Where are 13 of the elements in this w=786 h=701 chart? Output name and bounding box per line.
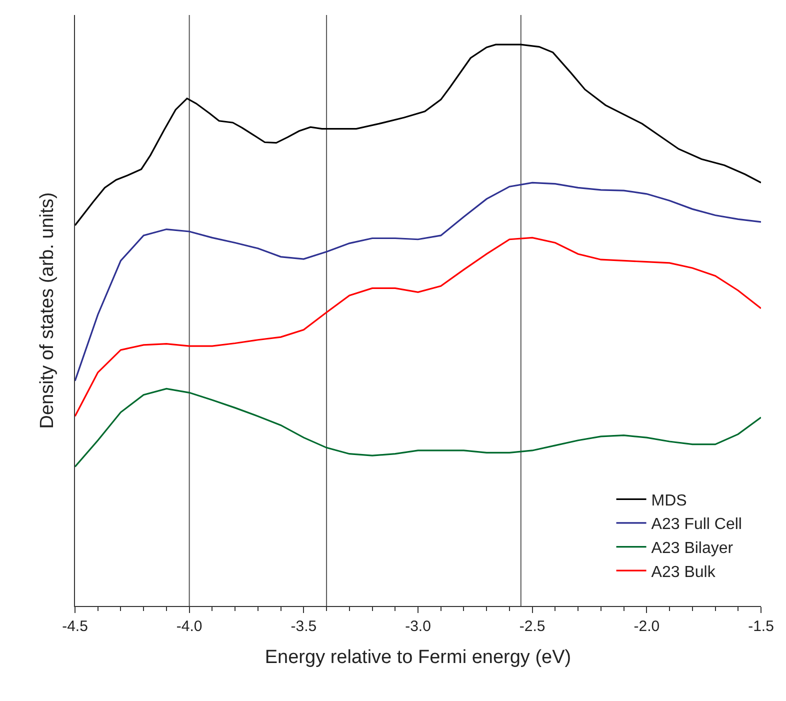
legend-label: A23 Bilayer — [651, 540, 734, 558]
legend-label: A23 Bulk — [651, 564, 716, 581]
x-tick-label: -3.5 — [290, 618, 317, 635]
legend-label: MDS — [651, 492, 687, 510]
x-tick-label: -1.5 — [748, 618, 774, 635]
x-tick-label: -4.5 — [62, 618, 88, 635]
x-tick-label: -2.5 — [519, 618, 546, 635]
x-tick-label: -2.0 — [634, 618, 660, 635]
x-tick-label: -3.0 — [405, 618, 431, 635]
y-axis-title: Density of states (arb. units) — [36, 192, 58, 429]
legend-label: A23 Full Cell — [651, 516, 742, 534]
x-tick-label: -4.0 — [176, 618, 202, 635]
x-axis-title: Energy relative to Fermi energy (eV) — [264, 646, 572, 668]
